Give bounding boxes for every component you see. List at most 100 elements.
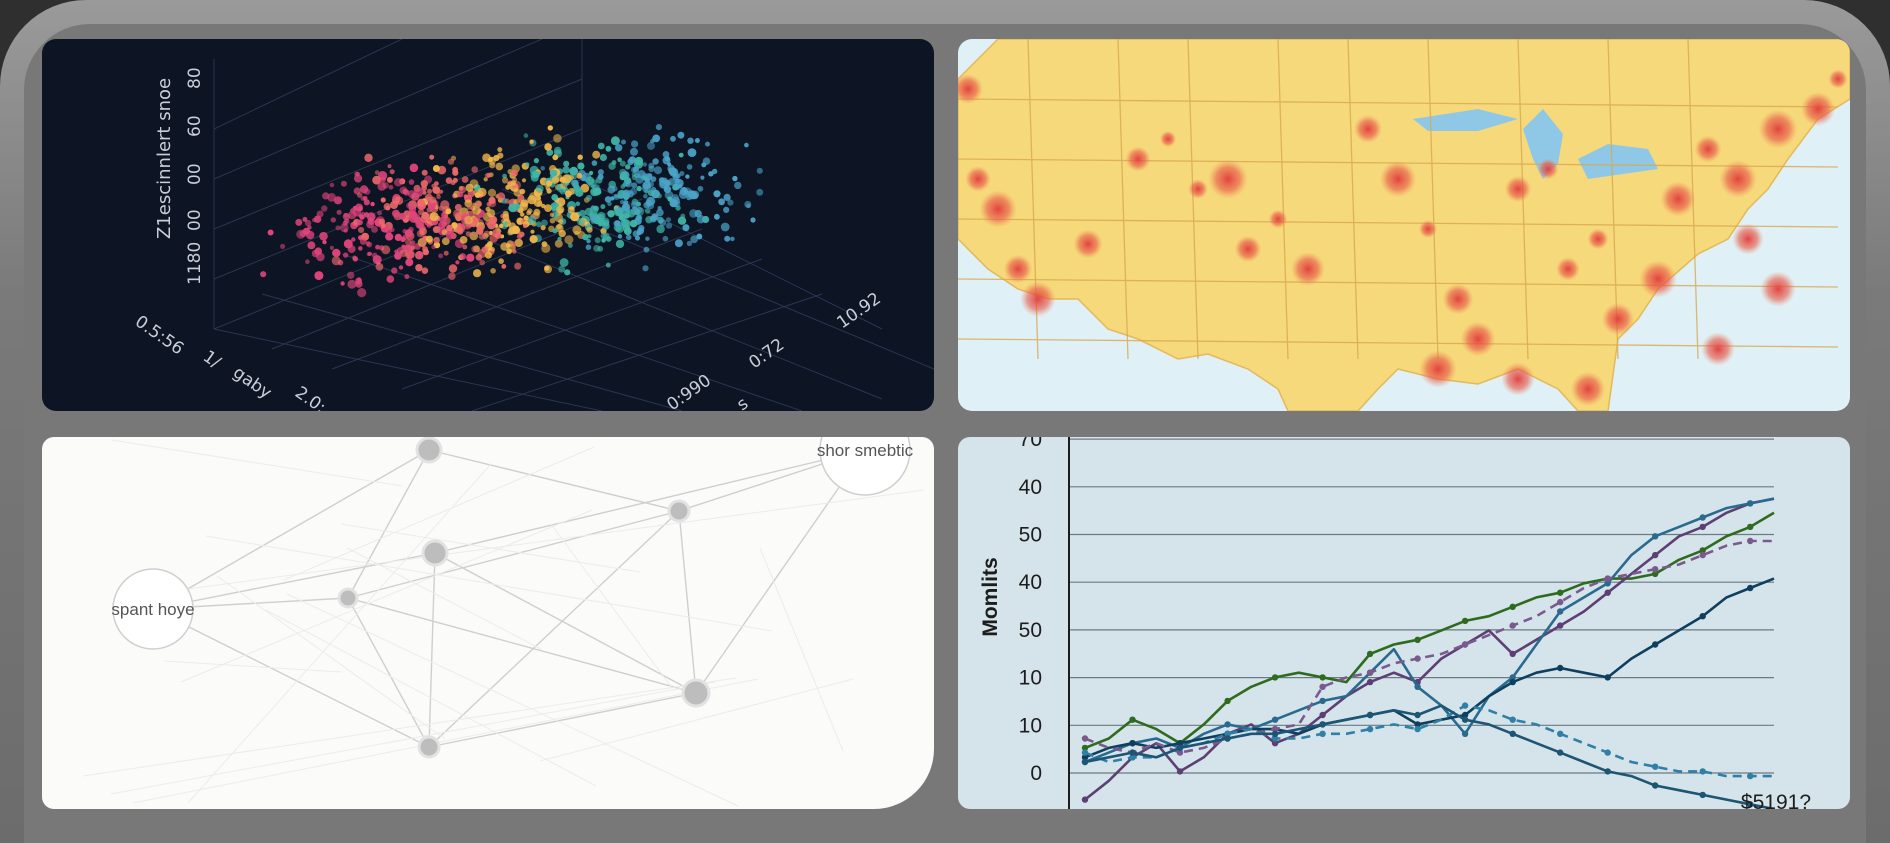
network-node-large[interactable] [819,437,911,496]
scatter-point [459,253,467,260]
scatter-point [461,176,469,183]
series-point [1509,730,1516,737]
series-point [1366,711,1374,719]
scatter-point [734,181,742,190]
network-node[interactable] [415,437,443,464]
scatter-point [448,272,456,280]
scatter-point [656,193,662,199]
scatter-point [460,223,465,228]
y-axis-label: Momlits [979,557,1002,636]
heat-hotspot [1587,228,1609,250]
scatter-point [465,231,472,237]
scatter-point [314,271,324,281]
scatter-point [362,196,368,201]
series-point [1557,608,1564,615]
series-point [1509,603,1516,610]
scatter-point [702,157,711,165]
network-node[interactable] [681,678,711,708]
heat-hotspot [1379,160,1417,198]
scatter-point [647,202,655,210]
scatter-point [621,203,631,212]
network-edge-faint [132,678,759,804]
scatter-point [662,151,670,158]
scatter-point [631,172,637,177]
scatter-point [387,164,392,169]
scatter-point [321,205,328,212]
scatter-point [670,135,676,142]
scatter-point [427,202,436,211]
scatter-point [467,205,472,210]
heat-hotspot [1073,229,1103,259]
heat-hotspot [1639,260,1677,298]
scatter-point [591,160,598,166]
x-tick-2: 1/ [199,347,224,373]
network-node[interactable] [337,587,359,609]
scatter-point [569,166,579,176]
scatter-point [394,252,402,260]
network-node[interactable] [667,499,691,523]
heat-hotspot [958,73,984,105]
scatter-point [687,148,697,157]
great-lakes [1413,109,1658,179]
scatter-point [750,217,756,223]
network-node-large[interactable] [112,568,194,650]
heat-hotspot [1828,69,1848,89]
series-point [1604,589,1611,596]
scatter-point [479,259,486,266]
scatter-point [611,160,617,165]
network-node[interactable] [417,735,441,759]
scatter-point [499,223,504,229]
scatter-point [556,205,565,214]
scatter-point [567,188,575,195]
scatter-point [507,230,513,236]
series-point [1604,674,1611,681]
network-panel: spant hoye shor smebtic [42,437,934,809]
series-line-4 [1084,577,1775,759]
heat-hotspot [1501,362,1535,396]
scatter-point [723,193,731,201]
scatter-point [399,186,408,195]
scatter-point [280,243,286,249]
network-node-label: shor smebtic [817,441,914,460]
scatter-point [590,215,597,222]
scatter-point [605,236,612,242]
scatter-point [625,234,632,241]
heat-hotspot [1760,271,1796,307]
scatter-point [677,131,685,139]
y-tick-label: 40 [1019,476,1042,499]
scatter-point [610,196,615,201]
scatter-point [508,203,518,213]
scatter-point [400,236,406,243]
scatter-point [540,225,546,231]
series-point [1652,782,1659,789]
scatter-point [615,239,625,249]
z-tick-2: 60 [185,115,205,137]
scatter-point [585,244,592,250]
network-node-label: spant hoye [111,600,194,619]
y-tick-label: 50 [1019,524,1042,547]
state-border [1347,39,1359,360]
scatter-point [544,265,552,274]
series-point [1747,584,1754,592]
scatter-point [385,205,391,211]
series-point [1652,763,1659,770]
heat-hotspot [1291,252,1325,286]
scatter-point [744,142,749,148]
series-point [1461,730,1469,737]
scatter-point [466,253,475,262]
z-tick-4: 00 [185,209,205,231]
scatter-point [634,156,644,166]
scatter-point [617,157,622,163]
scatter-point [429,196,437,204]
scatter-point [378,218,386,225]
scatter-point [422,190,427,195]
scatter-point [472,202,477,208]
series-line-3 [1084,497,1775,764]
network-edge [428,692,697,748]
state-border [958,98,1839,108]
network-node[interactable] [421,539,449,567]
state-border [958,278,1839,288]
scatter-point [723,206,730,213]
scatter-grid-line [421,213,883,400]
scatter-point [690,235,699,244]
